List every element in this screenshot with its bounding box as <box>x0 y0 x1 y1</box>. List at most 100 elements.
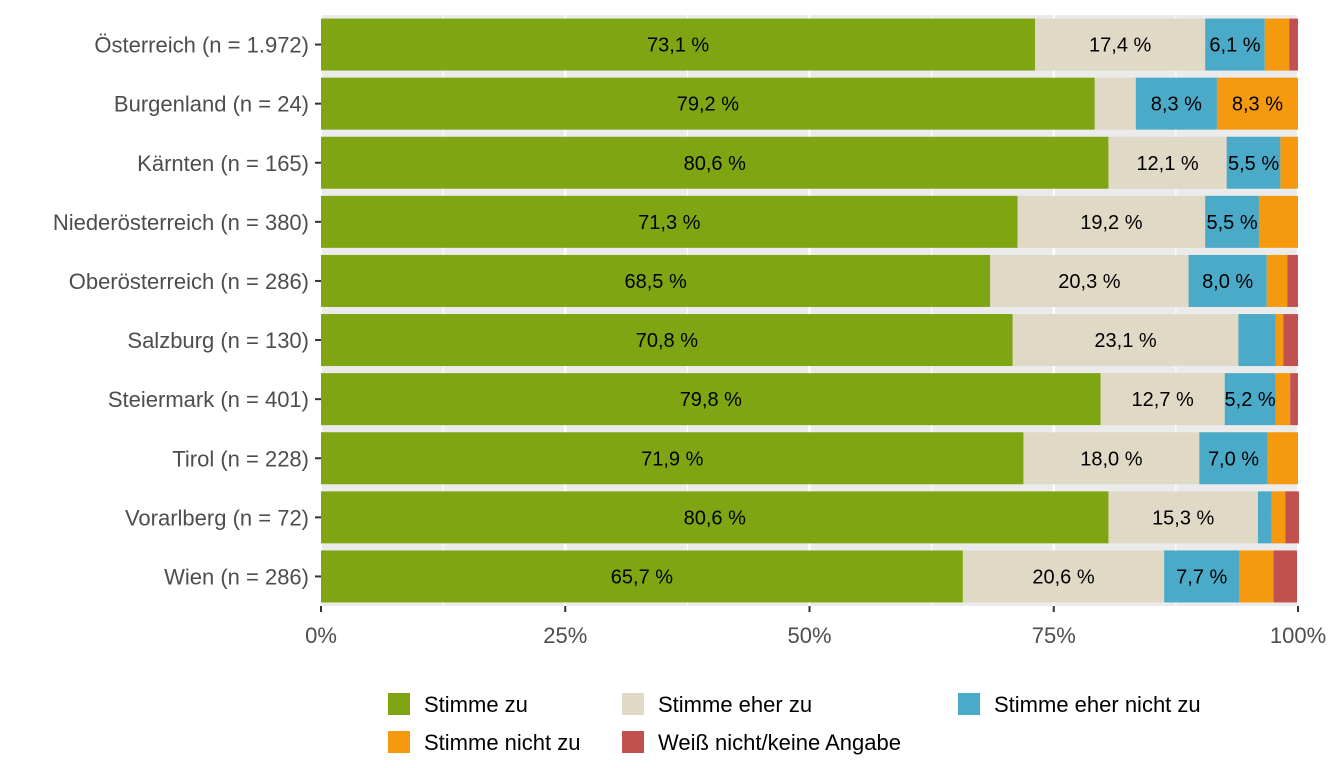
bar-segment <box>1224 373 1276 426</box>
bar-segment <box>1275 373 1291 426</box>
legend-swatch <box>622 731 644 753</box>
bar-segment <box>1135 77 1217 130</box>
bar-segment <box>321 136 1109 189</box>
bar-segment <box>1266 254 1288 307</box>
y-tick-label: Tirol (n = 228) <box>172 446 309 471</box>
y-tick-label: Oberösterreich (n = 286) <box>69 269 309 294</box>
x-tick-label: 75% <box>1032 623 1076 648</box>
data-label: 12,1 % <box>1136 153 1198 175</box>
bar-segment <box>1287 254 1298 307</box>
legend-swatch <box>388 731 410 753</box>
data-label: 5,5 % <box>1228 153 1279 175</box>
bar-segment <box>962 550 1165 603</box>
data-label: 17,4 % <box>1089 35 1151 57</box>
data-label: 70,8 % <box>636 330 698 352</box>
y-tick-label: Burgenland (n = 24) <box>114 92 309 117</box>
data-label: 18,0 % <box>1080 448 1142 470</box>
y-tick-label: Steiermark (n = 401) <box>108 387 309 412</box>
bar-segment <box>1035 18 1206 71</box>
bar-segment <box>1164 550 1240 603</box>
bar-segment <box>1290 373 1298 426</box>
legend-label: Weiß nicht/keine Angabe <box>658 730 901 755</box>
bar-segment <box>1094 77 1136 130</box>
bar-segment <box>321 550 963 603</box>
data-label: 8,0 % <box>1202 271 1253 293</box>
y-tick-label: Wien (n = 286) <box>164 564 309 589</box>
bar-segment <box>321 373 1101 426</box>
legend-label: Stimme zu <box>424 692 528 717</box>
x-tick-label: 50% <box>787 623 831 648</box>
bar-segment <box>321 314 1013 367</box>
bar-segment <box>1100 373 1225 426</box>
bar-segment <box>1258 195 1298 248</box>
bar-segment <box>990 254 1189 307</box>
bar-segment <box>321 432 1024 485</box>
bar-segment <box>1280 136 1298 189</box>
bar-segment <box>321 491 1109 544</box>
data-label: 79,8 % <box>680 389 742 411</box>
legend-swatch <box>388 693 410 715</box>
bar-segment <box>1216 77 1298 130</box>
x-tick-label: 100% <box>1270 623 1326 648</box>
bar-segment <box>1267 432 1298 485</box>
y-tick-label: Salzburg (n = 130) <box>127 328 309 353</box>
x-tick-label: 0% <box>305 623 337 648</box>
data-label: 80,6 % <box>684 507 746 529</box>
bar-segment <box>321 195 1018 248</box>
y-axis: Österreich (n = 1.972) Burgenland (n = 24… <box>53 33 321 589</box>
bar-segment <box>1023 432 1200 485</box>
bar-segment <box>1205 195 1259 248</box>
data-label: 7,7 % <box>1176 566 1227 588</box>
bar-segment <box>1188 254 1267 307</box>
legend: Stimme zu Stimme eher zu Stimme eher nicht… <box>388 692 1201 755</box>
data-label: 20,3 % <box>1058 271 1120 293</box>
y-tick-label: Niederösterreich (n = 380) <box>53 210 309 235</box>
bar-segment <box>1017 195 1206 248</box>
data-label: 8,3 % <box>1151 94 1202 116</box>
bar-segment <box>1264 18 1290 71</box>
x-axis: 0% 25% 50% 75% 100% <box>305 606 1326 648</box>
x-tick-label: 25% <box>543 623 587 648</box>
data-label: 80,6 % <box>684 153 746 175</box>
data-label: 68,5 % <box>624 271 686 293</box>
bar-segment <box>1108 136 1227 189</box>
bar-segment <box>1238 314 1276 367</box>
data-label: 20,6 % <box>1032 566 1094 588</box>
data-label: 19,2 % <box>1080 212 1142 234</box>
bar-segment <box>1012 314 1239 367</box>
data-label: 8,3 % <box>1232 94 1283 116</box>
bars <box>321 18 1299 603</box>
y-tick-label: Kärnten (n = 165) <box>137 151 309 176</box>
data-label: 15,3 % <box>1152 507 1214 529</box>
data-label: 5,5 % <box>1206 212 1257 234</box>
bar-segment <box>1239 550 1274 603</box>
bar-segment <box>1226 136 1281 189</box>
bar-labels: 73,1 % 17,4 % 6,1 % 79,2 % 8,3 % 8,3 % 80,6 % 1… <box>611 35 1283 589</box>
data-label: 65,7 % <box>611 566 673 588</box>
bar-segment <box>321 77 1095 130</box>
bar-segment <box>1275 314 1284 367</box>
bar-segment <box>1285 491 1299 544</box>
data-label: 12,7 % <box>1132 389 1194 411</box>
bar-segment <box>1199 432 1268 485</box>
data-label: 23,1 % <box>1094 330 1156 352</box>
legend-label: Stimme eher nicht zu <box>994 692 1201 717</box>
y-tick-label: Vorarlberg (n = 72) <box>125 505 309 530</box>
bar-segment <box>1108 491 1258 544</box>
bar-segment <box>1271 491 1286 544</box>
bar-segment <box>1283 314 1298 367</box>
data-label: 71,3 % <box>638 212 700 234</box>
bar-segment <box>1289 18 1298 71</box>
data-label: 7,0 % <box>1208 448 1259 470</box>
y-tick-label: Österreich (n = 1.972) <box>94 33 309 58</box>
legend-label: Stimme nicht zu <box>424 730 581 755</box>
data-label: 6,1 % <box>1209 35 1260 57</box>
data-label: 71,9 % <box>641 448 703 470</box>
bar-segment <box>1205 18 1265 71</box>
bar-segment <box>321 18 1036 71</box>
bar-segment <box>321 254 991 307</box>
bar-segment <box>1257 491 1272 544</box>
data-label: 5,2 % <box>1225 389 1276 411</box>
data-label: 79,2 % <box>677 94 739 116</box>
